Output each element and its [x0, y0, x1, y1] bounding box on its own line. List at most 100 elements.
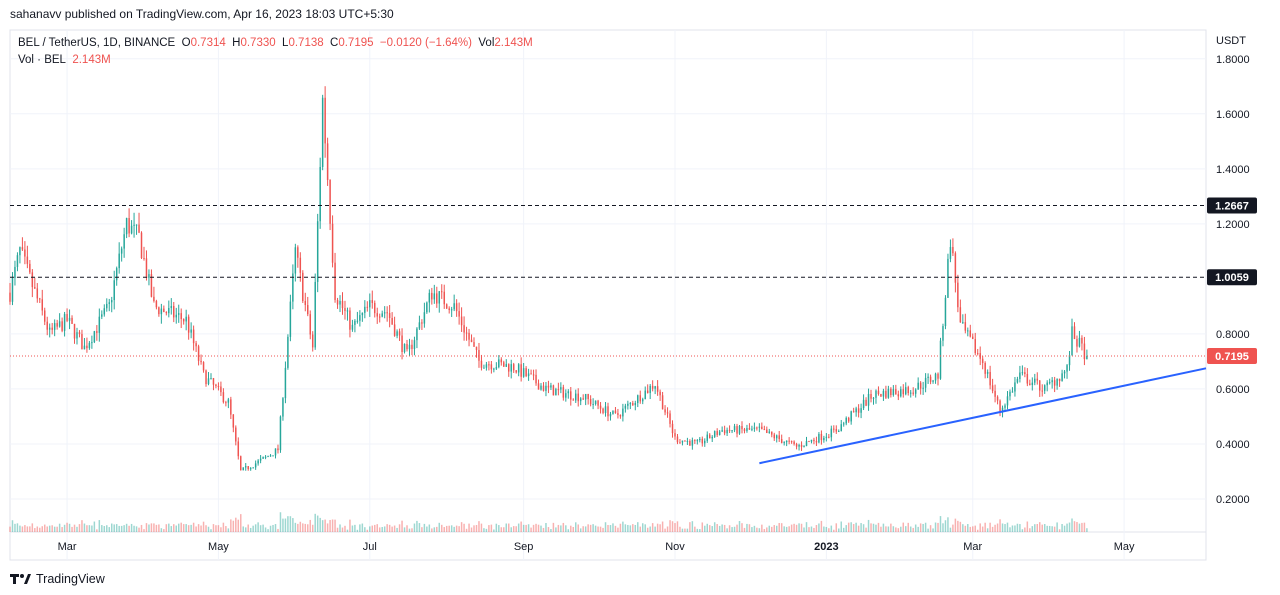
candle-body [490, 364, 493, 370]
tradingview-branding[interactable]: TradingView [10, 572, 105, 586]
candle-body [1053, 380, 1056, 386]
candle-body [624, 405, 627, 409]
candle-body [1046, 382, 1048, 386]
candle-body [902, 389, 905, 395]
volume-legend-row: Vol · BEL 2.143M [18, 52, 533, 69]
volume-bar [140, 524, 143, 532]
volume-bar [302, 523, 304, 532]
candle [287, 334, 289, 370]
candle-body [778, 435, 780, 440]
volume-bar [240, 514, 242, 532]
candle [555, 387, 557, 396]
candle-body [969, 330, 972, 337]
symbol-title[interactable]: BEL / TetherUS, 1D, BINANCE [18, 37, 176, 49]
candle [1036, 372, 1039, 385]
volume-bar [433, 527, 436, 532]
candle [517, 363, 520, 377]
candle [445, 303, 448, 310]
candle [751, 425, 753, 432]
candle-body [411, 344, 413, 349]
candle [838, 429, 840, 433]
volume-bar [785, 526, 788, 532]
volume-bar [103, 526, 106, 532]
candle-body [331, 223, 334, 263]
candle-body [71, 317, 73, 324]
level-price-label: 1.0059 [1215, 272, 1249, 284]
candle-body [741, 426, 743, 430]
volume-bar [530, 527, 532, 532]
candle-body [309, 314, 311, 335]
candle [947, 253, 949, 298]
candle [602, 407, 604, 415]
candle [436, 286, 438, 308]
volume-bar [1066, 523, 1068, 532]
volume-bar [26, 526, 29, 532]
volume-bar [1009, 527, 1011, 532]
candle [833, 425, 835, 433]
volume-value: 2.143M [494, 37, 533, 49]
candle-body [101, 314, 103, 317]
volume-bar [450, 525, 453, 532]
candle-body [699, 438, 701, 441]
volume-bar [1014, 525, 1016, 532]
candle-body [173, 306, 175, 318]
volume-bar [297, 523, 299, 532]
candle-body [91, 342, 93, 344]
volume-bar [292, 518, 294, 532]
candle [852, 407, 855, 413]
candle-body [718, 431, 721, 435]
candle [381, 310, 383, 318]
volume-bar [562, 522, 565, 532]
volume-bar [1056, 522, 1058, 532]
candle-body [711, 436, 713, 439]
candle [393, 316, 396, 337]
candle-body [163, 308, 165, 313]
candle-body [378, 316, 381, 318]
volume-bar [48, 525, 51, 532]
candle-body [279, 416, 282, 451]
volume-bar [113, 524, 115, 532]
volume-bar [329, 519, 331, 532]
volume-bar [1073, 521, 1076, 532]
candle [624, 403, 627, 413]
volume-bar [39, 527, 41, 532]
volume-bar [36, 526, 39, 532]
candle [567, 389, 570, 399]
candle-body [83, 345, 86, 350]
candle-body [259, 458, 262, 461]
volume-bar [46, 526, 48, 532]
volume-bar [875, 524, 877, 532]
volume-bar [168, 523, 170, 532]
volume-bar [768, 525, 771, 532]
candle [512, 362, 515, 373]
volume-bar [962, 524, 964, 532]
candle [686, 437, 689, 445]
candle [773, 432, 775, 441]
candle [180, 308, 182, 329]
candle-body [882, 390, 885, 397]
candle [76, 327, 78, 345]
volume-bar [746, 523, 748, 532]
candle-body [230, 399, 232, 415]
volume-bar [842, 527, 845, 532]
candle [441, 284, 443, 299]
volume-bar [237, 519, 240, 532]
volume-bar [1081, 522, 1083, 532]
candle [264, 455, 267, 460]
volume-bar [756, 527, 758, 532]
candle [1031, 377, 1034, 391]
candle-body [584, 394, 587, 400]
candle [912, 387, 914, 396]
candle-body [552, 385, 555, 396]
volume-bar [522, 524, 525, 532]
volume-bar [691, 521, 694, 532]
candle [723, 425, 726, 436]
volume-bar [666, 526, 669, 532]
volume-bar [934, 522, 937, 532]
volume-series-title[interactable]: Vol · BEL [18, 54, 66, 66]
volume-bar [158, 524, 160, 532]
volume-bar [862, 524, 865, 532]
candle [679, 438, 681, 444]
candle [895, 384, 897, 395]
